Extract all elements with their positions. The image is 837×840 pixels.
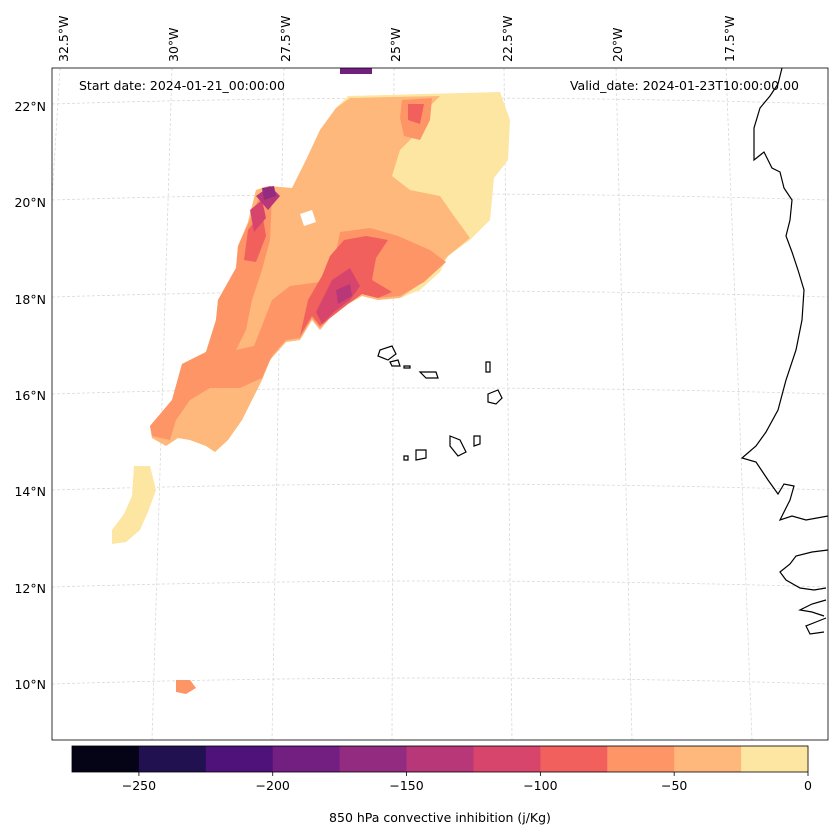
africa-coastline <box>740 67 829 635</box>
lon-label-22-5: 22.5°W <box>500 16 515 62</box>
gridline-lon-30 <box>151 67 173 741</box>
colorbar-tick-label: −100 <box>523 778 557 793</box>
lon-label-25: 25°W <box>388 27 403 62</box>
gridline-lat-22 <box>51 97 829 105</box>
contour-patch-far-south <box>176 680 196 694</box>
lon-label-27-5: 27.5°W <box>278 16 293 62</box>
contour-band-175-200 <box>340 68 372 74</box>
island-boa-vista <box>487 389 503 405</box>
colorbar-segment <box>72 746 140 772</box>
lon-label-32-5: 32.5°W <box>56 16 71 62</box>
cin-contours <box>112 68 510 694</box>
contour-band-100-125 <box>250 200 360 324</box>
lat-label-14: 14°N <box>14 484 46 499</box>
lon-label-20: 20°W <box>610 27 625 62</box>
coastlines <box>377 67 829 635</box>
start-date-label: Start date: 2024-01-21_00:00:00 <box>79 78 285 93</box>
gridline-lat-10 <box>51 677 829 685</box>
contour-hole <box>300 210 316 226</box>
lat-label-16: 16°N <box>14 388 46 403</box>
map-frame <box>51 67 829 741</box>
island-santiago <box>449 435 467 457</box>
lat-label-12: 12°N <box>14 581 46 596</box>
colorbar-tick-label: 0 <box>804 778 812 793</box>
gridline-lat-18 <box>51 290 829 298</box>
colorbar-segment <box>473 746 541 772</box>
lon-label-30: 30°W <box>166 27 181 62</box>
colorbar-frame <box>71 745 809 773</box>
colorbar-segment <box>138 746 207 772</box>
gridline-lon-17-5 <box>725 67 753 741</box>
island-santa-luzia <box>403 365 411 369</box>
gridline-lon-22-5 <box>503 67 513 741</box>
lat-label-18: 18°N <box>14 292 46 307</box>
colorbar-segment <box>406 746 474 772</box>
gridline-lat-20 <box>51 193 829 201</box>
colorbar-tick-label: −200 <box>256 778 290 793</box>
island-santo-antao <box>377 345 397 361</box>
colorbar-segment <box>741 746 809 772</box>
contour-band-150-175 <box>262 186 276 200</box>
gridline-lon-20 <box>615 67 633 741</box>
gridlines <box>51 67 829 741</box>
lat-labels: 22°N 20°N 18°N 16°N 14°N 12°N 10°N <box>14 99 46 692</box>
island-sao-nicolau <box>418 371 439 379</box>
gridline-lon-32-5 <box>51 67 61 201</box>
colorbar-segments <box>72 746 809 772</box>
colorbar-segment <box>540 746 608 772</box>
island-sal <box>485 361 491 373</box>
contour-patch-south <box>112 466 156 544</box>
map-panel: Start date: 2024-01-21_00:00:00 Valid_da… <box>14 16 829 741</box>
island-brava <box>403 455 409 461</box>
gridline-lat-16 <box>51 387 829 395</box>
colorbar-segment <box>272 746 341 772</box>
colorbar-segment <box>674 746 742 772</box>
colorbar-ticks: −250 −200 −150 −100 −50 0 <box>122 772 812 793</box>
lon-labels: 32.5°W 30°W 27.5°W 25°W 22.5°W 20°W 17.5… <box>56 16 737 62</box>
island-fogo <box>415 449 427 461</box>
colorbar-tick-label: −250 <box>122 778 156 793</box>
gridline-lat-14 <box>51 483 829 491</box>
contour-band-50-75 <box>150 98 446 440</box>
colorbar-tick-label: −150 <box>389 778 423 793</box>
colorbar-segment <box>607 746 675 772</box>
colorbar-segment <box>339 746 408 772</box>
gridline-lon-27-5 <box>271 67 285 741</box>
lat-label-20: 20°N <box>14 195 46 210</box>
lat-label-10: 10°N <box>14 677 46 692</box>
colorbar-segment <box>205 746 274 772</box>
island-sao-vicente <box>389 359 401 367</box>
lon-label-17-5: 17.5°W <box>722 16 737 62</box>
colorbar-tick-label: −50 <box>661 778 687 793</box>
colorbar-label: 850 hPa convective inhibition (j/Kg) <box>329 810 551 825</box>
island-maio <box>473 435 481 447</box>
gridline-lat-12 <box>51 580 829 588</box>
colorbar: −250 −200 −150 −100 −50 0 850 hPa convective … <box>71 745 812 825</box>
lat-label-22: 22°N <box>14 99 46 114</box>
valid-date-label: Valid_date: 2024-01-23T10:00:00.00 <box>570 78 799 93</box>
